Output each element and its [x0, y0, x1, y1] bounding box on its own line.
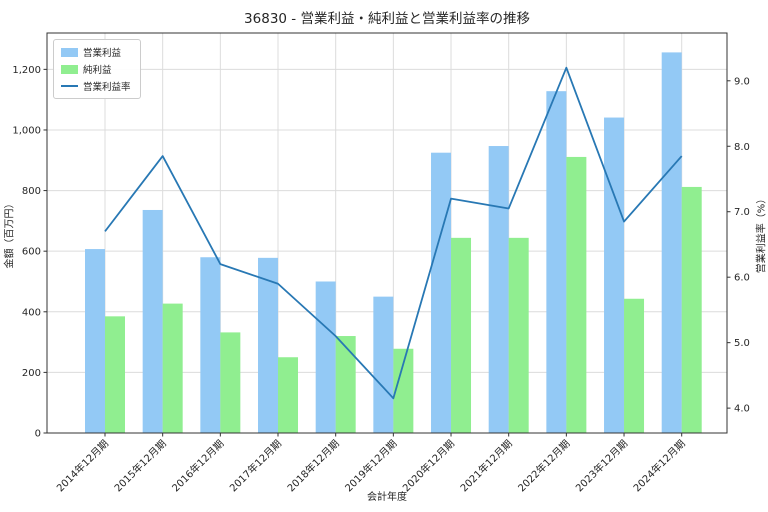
net-income-bar [162, 303, 183, 433]
net-income-swatch [61, 64, 78, 74]
net-income-bar [624, 298, 645, 433]
x-tick-label: 2024年12月期 [630, 437, 687, 494]
operating-income-bar [488, 146, 509, 433]
plot-border [46, 32, 728, 434]
net-income-bar [451, 237, 472, 433]
operating-income-bar [604, 117, 625, 433]
x-tick-label: 2016年12月期 [169, 437, 226, 494]
left-tick-label: 400 [22, 307, 41, 318]
net-income-bar [508, 237, 529, 433]
operating-income-bar [431, 152, 452, 434]
net-income-bar [278, 357, 299, 433]
right-tick-label: 9.0 [734, 76, 750, 87]
net-income-bar [105, 316, 125, 433]
operating-income-bar [258, 257, 279, 433]
operating-income-bar [373, 296, 394, 433]
net-income-bar [566, 156, 587, 433]
operating-income-bar [142, 209, 163, 433]
x-tick-label: 2023年12月期 [573, 437, 630, 494]
net-income-bar [220, 332, 241, 433]
x-tick-label: 2020年12月期 [400, 437, 457, 494]
legend-label: 営業利益率 [83, 82, 131, 93]
net-income-bar [335, 336, 356, 433]
right-axis-title: 営業利益率（%） [756, 193, 768, 274]
x-tick-label: 2014年12月期 [54, 437, 111, 494]
net-income-bar [681, 186, 702, 433]
left-tick-label: 0 [35, 429, 41, 440]
margin-line [104, 66, 683, 400]
operating-income-bar [200, 257, 221, 433]
legend-item-margin: 営業利益率 [61, 79, 131, 93]
margin-line-swatch [61, 85, 78, 87]
right-tick-label: 4.0 [734, 404, 750, 415]
operating-income-bar [661, 52, 682, 433]
left-tick-label: 200 [22, 368, 41, 379]
legend-item-operating-income: 営業利益 [61, 45, 131, 59]
x-tick-label: 2022年12月期 [515, 437, 572, 494]
legend-label: 純利益 [83, 65, 112, 76]
operating-income-bar [546, 91, 567, 433]
right-tick-label: 8.0 [734, 142, 750, 153]
x-axis-title: 会計年度 [367, 492, 407, 503]
operating-income-swatch [61, 47, 78, 57]
left-tick-label: 600 [22, 247, 41, 258]
operating-income-bar [315, 281, 336, 433]
x-tick-label: 2018年12月期 [284, 437, 341, 494]
legend-label: 営業利益 [83, 48, 122, 59]
legend-item-net-income: 純利益 [61, 62, 131, 76]
chart-title: 36830 - 営業利益・純利益と営業利益率の推移 [244, 11, 530, 27]
x-tick-label: 2017年12月期 [227, 437, 284, 494]
legend: 営業利益 純利益 営業利益率 [53, 39, 141, 99]
right-tick-label: 7.0 [734, 207, 750, 218]
right-tick-label: 5.0 [734, 338, 750, 349]
left-axis-title: 金額（百万円） [4, 198, 16, 269]
net-income-bar [393, 348, 414, 433]
left-tick-label: 1,000 [12, 125, 41, 136]
x-tick-label: 2021年12月期 [457, 437, 514, 494]
x-tick-label: 2019年12月期 [342, 437, 399, 494]
left-tick-label: 800 [22, 186, 41, 197]
left-tick-label: 1,200 [12, 65, 41, 76]
x-tick-label: 2015年12月期 [111, 437, 168, 494]
right-tick-label: 6.0 [734, 273, 750, 284]
operating-income-bar [85, 249, 105, 433]
